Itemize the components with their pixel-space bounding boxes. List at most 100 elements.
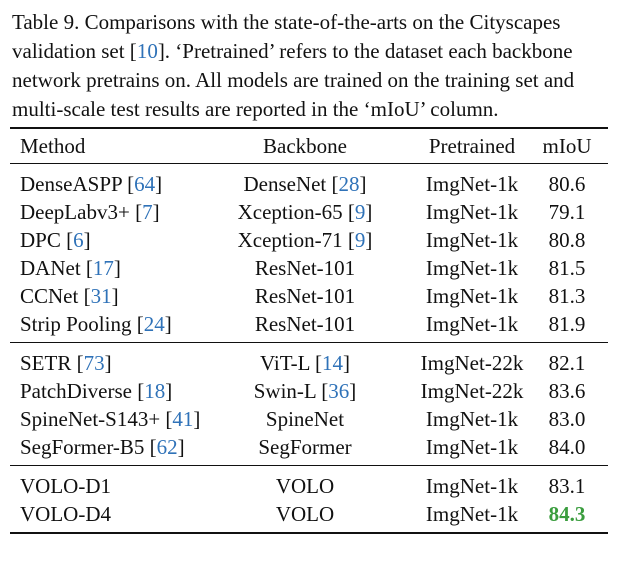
pretrained-cell: ImgNet-1k bbox=[425, 200, 519, 224]
table-group: SETR [73] ViT-L [14] ImgNet-22k 82.1 PatchDi… bbox=[10, 343, 608, 465]
miou-cell: 83.0 bbox=[548, 407, 586, 431]
method-name: SegFormer-B5 bbox=[20, 435, 145, 459]
citation-link[interactable]: 28 bbox=[338, 172, 360, 196]
pretrained-cell: ImgNet-1k bbox=[425, 228, 519, 252]
method-name: VOLO-D1 bbox=[20, 474, 111, 498]
citation-link[interactable]: 6 bbox=[73, 228, 84, 252]
table-caption: Table 9. Comparisons with the state-of-t… bbox=[12, 8, 612, 124]
table-row: VOLO-D4 VOLO ImgNet-1k 84.3 bbox=[10, 500, 608, 528]
header-rule bbox=[10, 163, 608, 164]
method-name: SpineNet-S143+ bbox=[20, 407, 161, 431]
backbone-cell: VOLO bbox=[205, 472, 405, 500]
backbone-name: DenseNet bbox=[243, 172, 327, 196]
backbone-name: VOLO bbox=[275, 502, 335, 526]
backbone-name: ResNet-101 bbox=[254, 256, 356, 280]
caption-line: network pretrains on. All models are tra… bbox=[12, 66, 612, 95]
pretrained-cell: ImgNet-1k bbox=[425, 284, 519, 308]
table-row: DANet [17] ResNet-101 ImgNet-1k 81.5 bbox=[10, 254, 608, 282]
citation-link[interactable]: 31 bbox=[90, 284, 112, 308]
table-row: CCNet [31] ResNet-101 ImgNet-1k 81.3 bbox=[10, 282, 608, 310]
bottom-rule bbox=[10, 532, 608, 534]
pretrained-cell: ImgNet-1k bbox=[425, 407, 519, 431]
backbone-name: ViT-L bbox=[260, 351, 310, 375]
citation-link[interactable]: 7 bbox=[142, 200, 153, 224]
citation-link[interactable]: 62 bbox=[156, 435, 178, 459]
header-pretrained: Pretrained bbox=[428, 134, 516, 158]
backbone-name: Xception-71 bbox=[237, 228, 343, 252]
backbone-cell: ViT-L [14] bbox=[260, 351, 350, 375]
backbone-name: ResNet-101 bbox=[254, 284, 356, 308]
header-backbone: Backbone bbox=[263, 134, 347, 158]
miou-cell: 80.8 bbox=[548, 228, 586, 252]
backbone-cell: SegFormer bbox=[205, 433, 405, 461]
header-method: Method bbox=[20, 134, 86, 158]
table-body: DenseASPP [64] DenseNet [28] ImgNet-1k 80.6… bbox=[10, 164, 608, 534]
miou-cell: 82.1 bbox=[548, 351, 586, 375]
method-cell: VOLO-D1 bbox=[20, 472, 111, 500]
citation-link[interactable]: 24 bbox=[143, 312, 165, 336]
method-cell: DPC [6] bbox=[20, 228, 91, 252]
method-cell: PatchDiverse [18] bbox=[20, 379, 173, 403]
citation-link[interactable]: 10 bbox=[136, 39, 158, 63]
method-name: Strip Pooling bbox=[20, 312, 132, 336]
citation-link[interactable]: 41 bbox=[172, 407, 194, 431]
backbone-cell: ResNet-101 bbox=[205, 282, 405, 310]
backbone-name: Swin-L bbox=[253, 379, 316, 403]
method-name: VOLO-D4 bbox=[20, 502, 111, 526]
citation-link[interactable]: 18 bbox=[144, 379, 166, 403]
backbone-cell: Xception-71 [9] bbox=[237, 228, 373, 252]
backbone-cell: VOLO bbox=[205, 500, 405, 528]
method-cell: CCNet [31] bbox=[20, 284, 119, 308]
pretrained-cell: ImgNet-1k bbox=[425, 172, 519, 196]
caption-text: multi-scale test results are reported in… bbox=[12, 97, 499, 121]
method-cell: DANet [17] bbox=[20, 256, 121, 280]
backbone-cell: ResNet-101 bbox=[205, 310, 405, 338]
citation-link[interactable]: 9 bbox=[354, 228, 366, 252]
backbone-cell: Swin-L [36] bbox=[253, 379, 357, 403]
backbone-name: Xception-65 bbox=[237, 200, 343, 224]
table-group: VOLO-D1 VOLO ImgNet-1k 83.1 VOLO-D4 VOLO ImgNe… bbox=[10, 466, 608, 532]
table-group: DenseASPP [64] DenseNet [28] ImgNet-1k 80.6… bbox=[10, 164, 608, 342]
citation-link[interactable]: 64 bbox=[134, 172, 156, 196]
table-row: DenseASPP [64] DenseNet [28] ImgNet-1k 80.6 bbox=[10, 170, 608, 198]
miou-cell: 81.3 bbox=[548, 284, 586, 308]
method-name: CCNet bbox=[20, 284, 79, 308]
miou-cell: 84.0 bbox=[548, 435, 586, 459]
backbone-cell: ResNet-101 bbox=[205, 254, 405, 282]
pretrained-cell: ImgNet-1k bbox=[425, 256, 519, 280]
table-row: DPC [6] Xception-71 [9] ImgNet-1k 80.8 bbox=[10, 226, 608, 254]
pretrained-cell: ImgNet-22k bbox=[420, 351, 524, 375]
caption-text: validation set [ bbox=[12, 39, 137, 63]
method-cell: DeepLabv3+ [7] bbox=[20, 200, 160, 224]
backbone-name: SegFormer bbox=[258, 435, 352, 459]
backbone-cell: Xception-65 [9] bbox=[237, 200, 373, 224]
table-row: SpineNet-S143+ [41] SpineNet ImgNet-1k 83.0 bbox=[10, 405, 608, 433]
citation-link[interactable]: 9 bbox=[354, 200, 366, 224]
backbone-name: VOLO bbox=[275, 474, 335, 498]
citation-link[interactable]: 14 bbox=[321, 351, 343, 375]
backbone-name: ResNet-101 bbox=[254, 312, 356, 336]
caption-text: ]. ‘Pretrained’ refers to the dataset ea… bbox=[157, 39, 573, 63]
miou-cell: 84.3 bbox=[548, 502, 586, 526]
results-table: Method Backbone Pretrained mIoU DenseASP… bbox=[10, 127, 608, 534]
backbone-cell: DenseNet [28] bbox=[243, 172, 367, 196]
citation-link[interactable]: 73 bbox=[83, 351, 105, 375]
citation-link[interactable]: 17 bbox=[92, 256, 114, 280]
pretrained-cell: ImgNet-1k bbox=[425, 502, 519, 526]
method-cell: VOLO-D4 bbox=[20, 500, 111, 528]
method-name: DeepLabv3+ bbox=[20, 200, 130, 224]
citation-link[interactable]: 36 bbox=[328, 379, 350, 403]
pretrained-cell: ImgNet-1k bbox=[425, 435, 519, 459]
method-cell: DenseASPP [64] bbox=[20, 172, 163, 196]
group-rule bbox=[10, 342, 608, 343]
top-rule bbox=[10, 127, 608, 129]
table-row: Strip Pooling [24] ResNet-101 ImgNet-1k 81.… bbox=[10, 310, 608, 338]
method-cell: SpineNet-S143+ [41] bbox=[20, 407, 201, 431]
miou-cell: 83.6 bbox=[548, 379, 586, 403]
caption-line: validation set [10]. ‘Pretrained’ refers… bbox=[12, 37, 612, 66]
table-row: DeepLabv3+ [7] Xception-65 [9] ImgNet-1k 7 9… bbox=[10, 198, 608, 226]
caption-line: multi-scale test results are reported in… bbox=[12, 95, 612, 124]
table-row: PatchDiverse [18] Swin-L [36] ImgNet-22k 83… bbox=[10, 377, 608, 405]
caption-text: Table 9. Comparisons with the state-of-t… bbox=[12, 10, 561, 34]
method-name: PatchDiverse bbox=[20, 379, 132, 403]
